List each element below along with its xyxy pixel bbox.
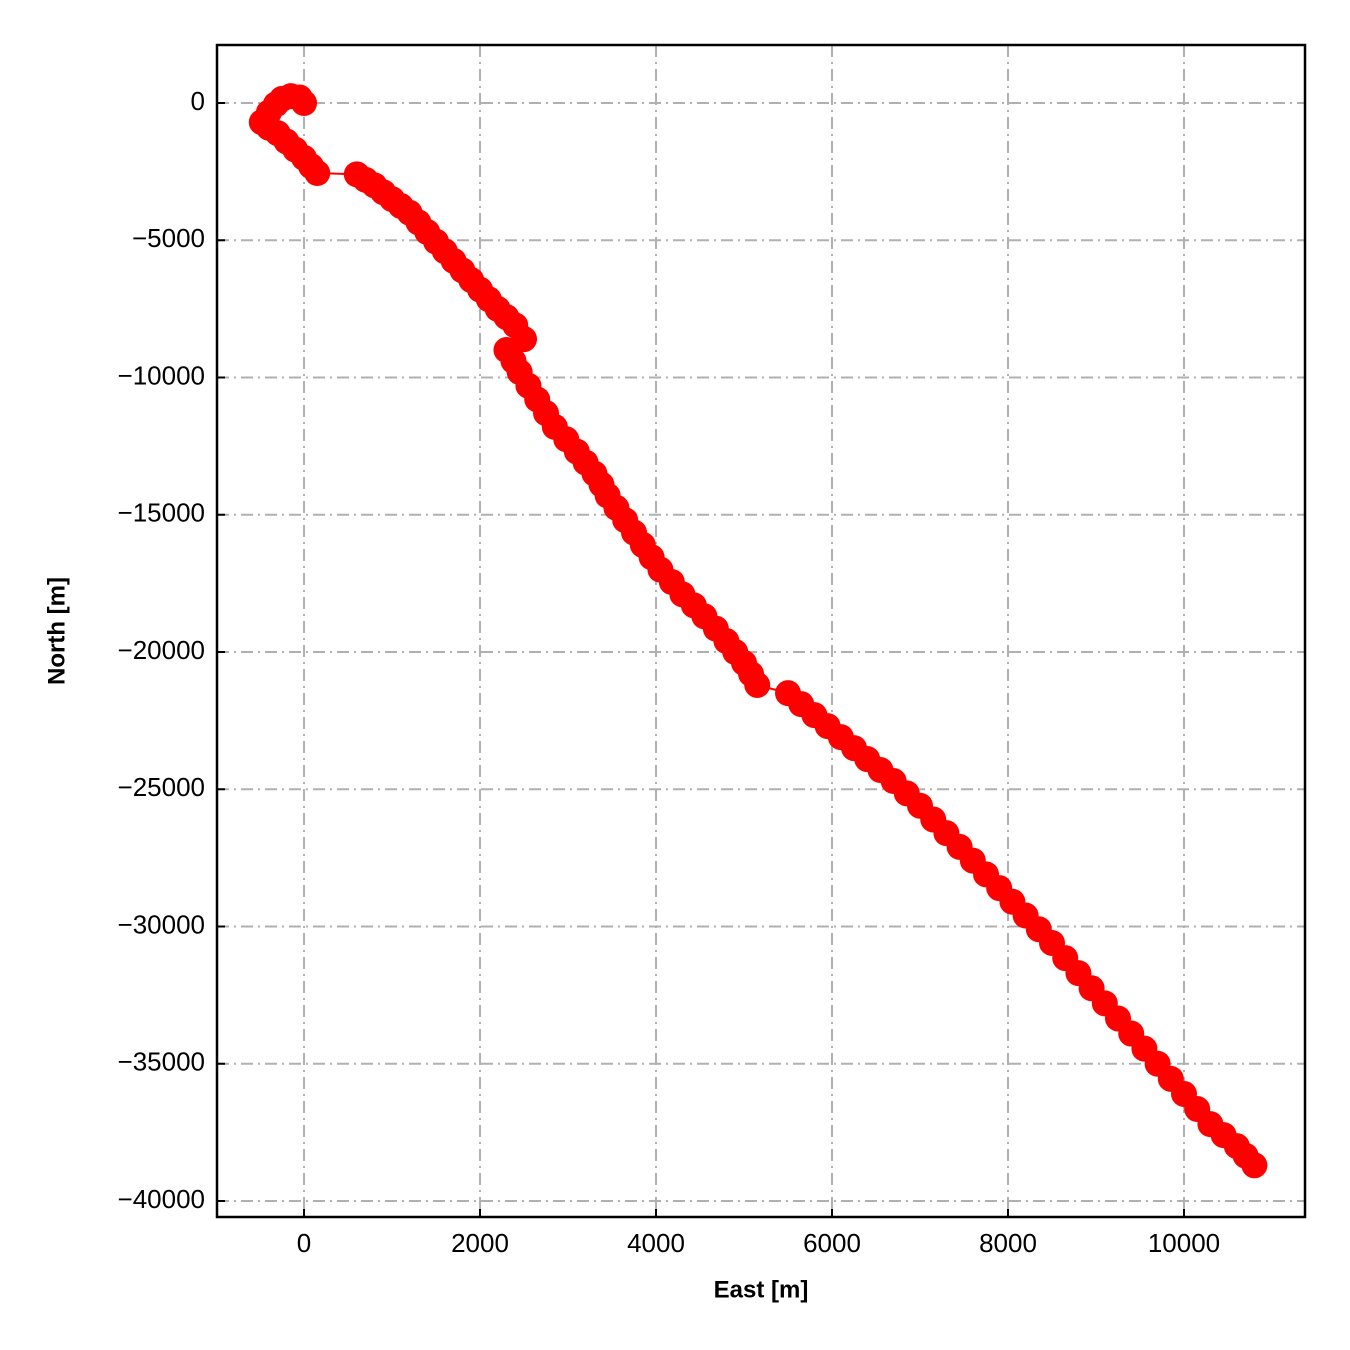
y-tick-label: 0 [191,86,205,116]
y-tick-label: −25000 [118,772,205,802]
y-tick-label: −15000 [118,498,205,528]
x-tick-label: 8000 [979,1228,1037,1258]
x-tick-label: 6000 [803,1228,861,1258]
x-tick-label: 4000 [627,1228,685,1258]
x-tick-label: 0 [297,1228,311,1258]
point [304,159,331,186]
y-tick-label: −20000 [118,635,205,665]
x-tick-label: 2000 [451,1228,509,1258]
point [744,671,771,698]
y-tick-label: −10000 [118,360,205,390]
point [1241,1152,1268,1179]
y-tick-label: −40000 [118,1184,205,1214]
y-axis-label: North [m] [43,577,70,685]
y-tick-label: −5000 [132,223,205,253]
y-tick-label: −35000 [118,1047,205,1077]
x-tick-label: 10000 [1148,1228,1220,1258]
x-axis-label: East [m] [714,1276,809,1303]
y-tick-label: −30000 [118,909,205,939]
plot-frame [215,43,1307,1219]
